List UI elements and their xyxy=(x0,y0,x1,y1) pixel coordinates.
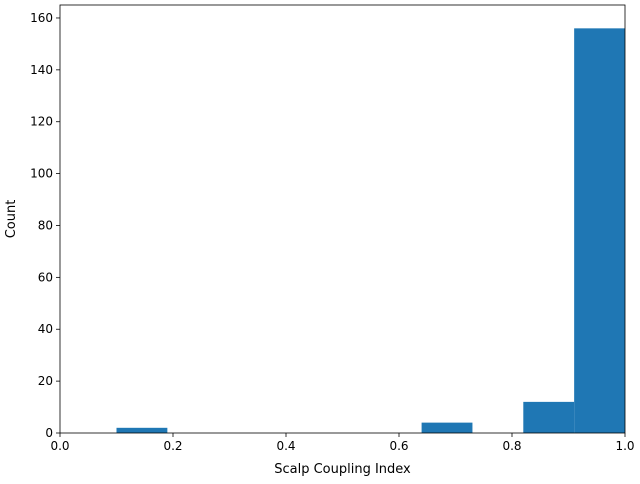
histogram-bar xyxy=(421,422,473,433)
x-tick-label: 0.4 xyxy=(276,439,295,453)
x-tick-label: 0.2 xyxy=(163,439,182,453)
y-tick-label: 120 xyxy=(30,115,53,129)
y-tick-label: 80 xyxy=(38,218,53,232)
x-axis-ticks: 0.0 0.2 0.4 0.6 0.8 1.0 xyxy=(50,433,635,453)
y-axis-label: Count xyxy=(4,200,19,239)
y-tick-label: 60 xyxy=(38,270,53,284)
y-tick-label: 20 xyxy=(38,374,53,388)
x-axis-label: Scalp Coupling Index xyxy=(274,462,411,477)
x-tick-label: 0.8 xyxy=(502,439,521,453)
x-tick-label: 1.0 xyxy=(615,439,634,453)
x-tick-label: 0.0 xyxy=(50,439,69,453)
histogram-bar xyxy=(116,427,168,433)
y-tick-label: 140 xyxy=(30,63,53,77)
y-tick-label: 160 xyxy=(30,11,53,25)
y-tick-label: 100 xyxy=(30,167,53,181)
x-tick-label: 0.6 xyxy=(389,439,408,453)
plot-frame xyxy=(59,4,626,434)
y-tick-label: 0 xyxy=(45,426,53,440)
histogram-bar xyxy=(523,401,575,433)
y-axis-ticks: 0 20 40 60 80 100 120 140 160 xyxy=(30,11,60,440)
bars-layer xyxy=(116,28,625,433)
y-tick-label: 40 xyxy=(38,322,53,336)
histogram-bar xyxy=(574,28,625,433)
